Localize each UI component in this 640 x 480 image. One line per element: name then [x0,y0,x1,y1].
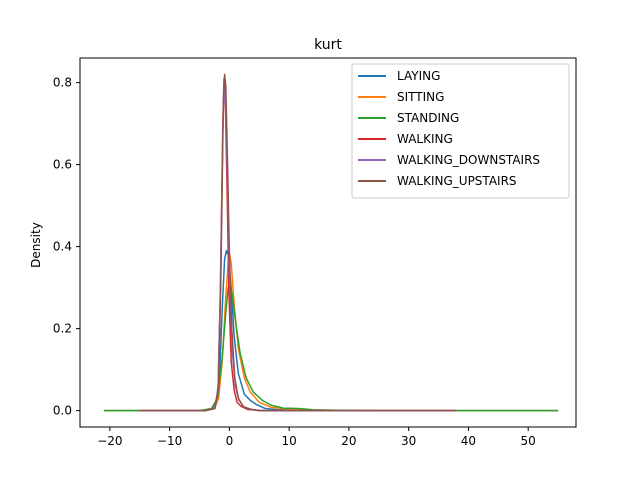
x-tick-label: 10 [282,434,297,448]
legend-label: LAYING [397,69,440,83]
series-line-walking-upstairs [139,73,457,412]
x-tick-label: −10 [157,434,182,448]
y-tick-label: 0.6 [53,158,72,172]
y-tick-label: 0.0 [53,404,72,418]
legend-label: STANDING [397,111,459,125]
chart-title: kurt [314,37,342,53]
x-tick-label: −20 [97,434,122,448]
ticks-layer: −20 −10 0 10 20 30 40 50 0.0 0.2 0.4 0.6 0.8 [53,76,536,448]
legend-label: WALKING_DOWNSTAIRS [397,153,540,167]
legend-box [351,63,570,199]
y-tick-label: 0.4 [53,240,72,254]
x-tick-label: 40 [461,434,476,448]
x-tick-label: 30 [401,434,416,448]
legend-label: WALKING_UPSTAIRS [397,174,517,188]
x-tick-label: 0 [226,434,234,448]
y-axis-label: Density [29,222,43,268]
y-tick-label: 0.2 [53,322,72,336]
x-tick-label: 20 [341,434,356,448]
series-line-sitting [103,252,559,412]
y-tick-label: 0.8 [53,76,72,90]
legend-label: SITTING [397,90,444,104]
legend-label: WALKING [397,132,453,146]
legend: LAYING SITTING STANDING WALKING WALKING_DOWN… [351,63,570,199]
x-tick-label: 50 [521,434,536,448]
series-layer [103,73,559,412]
plot-frame [79,57,577,428]
